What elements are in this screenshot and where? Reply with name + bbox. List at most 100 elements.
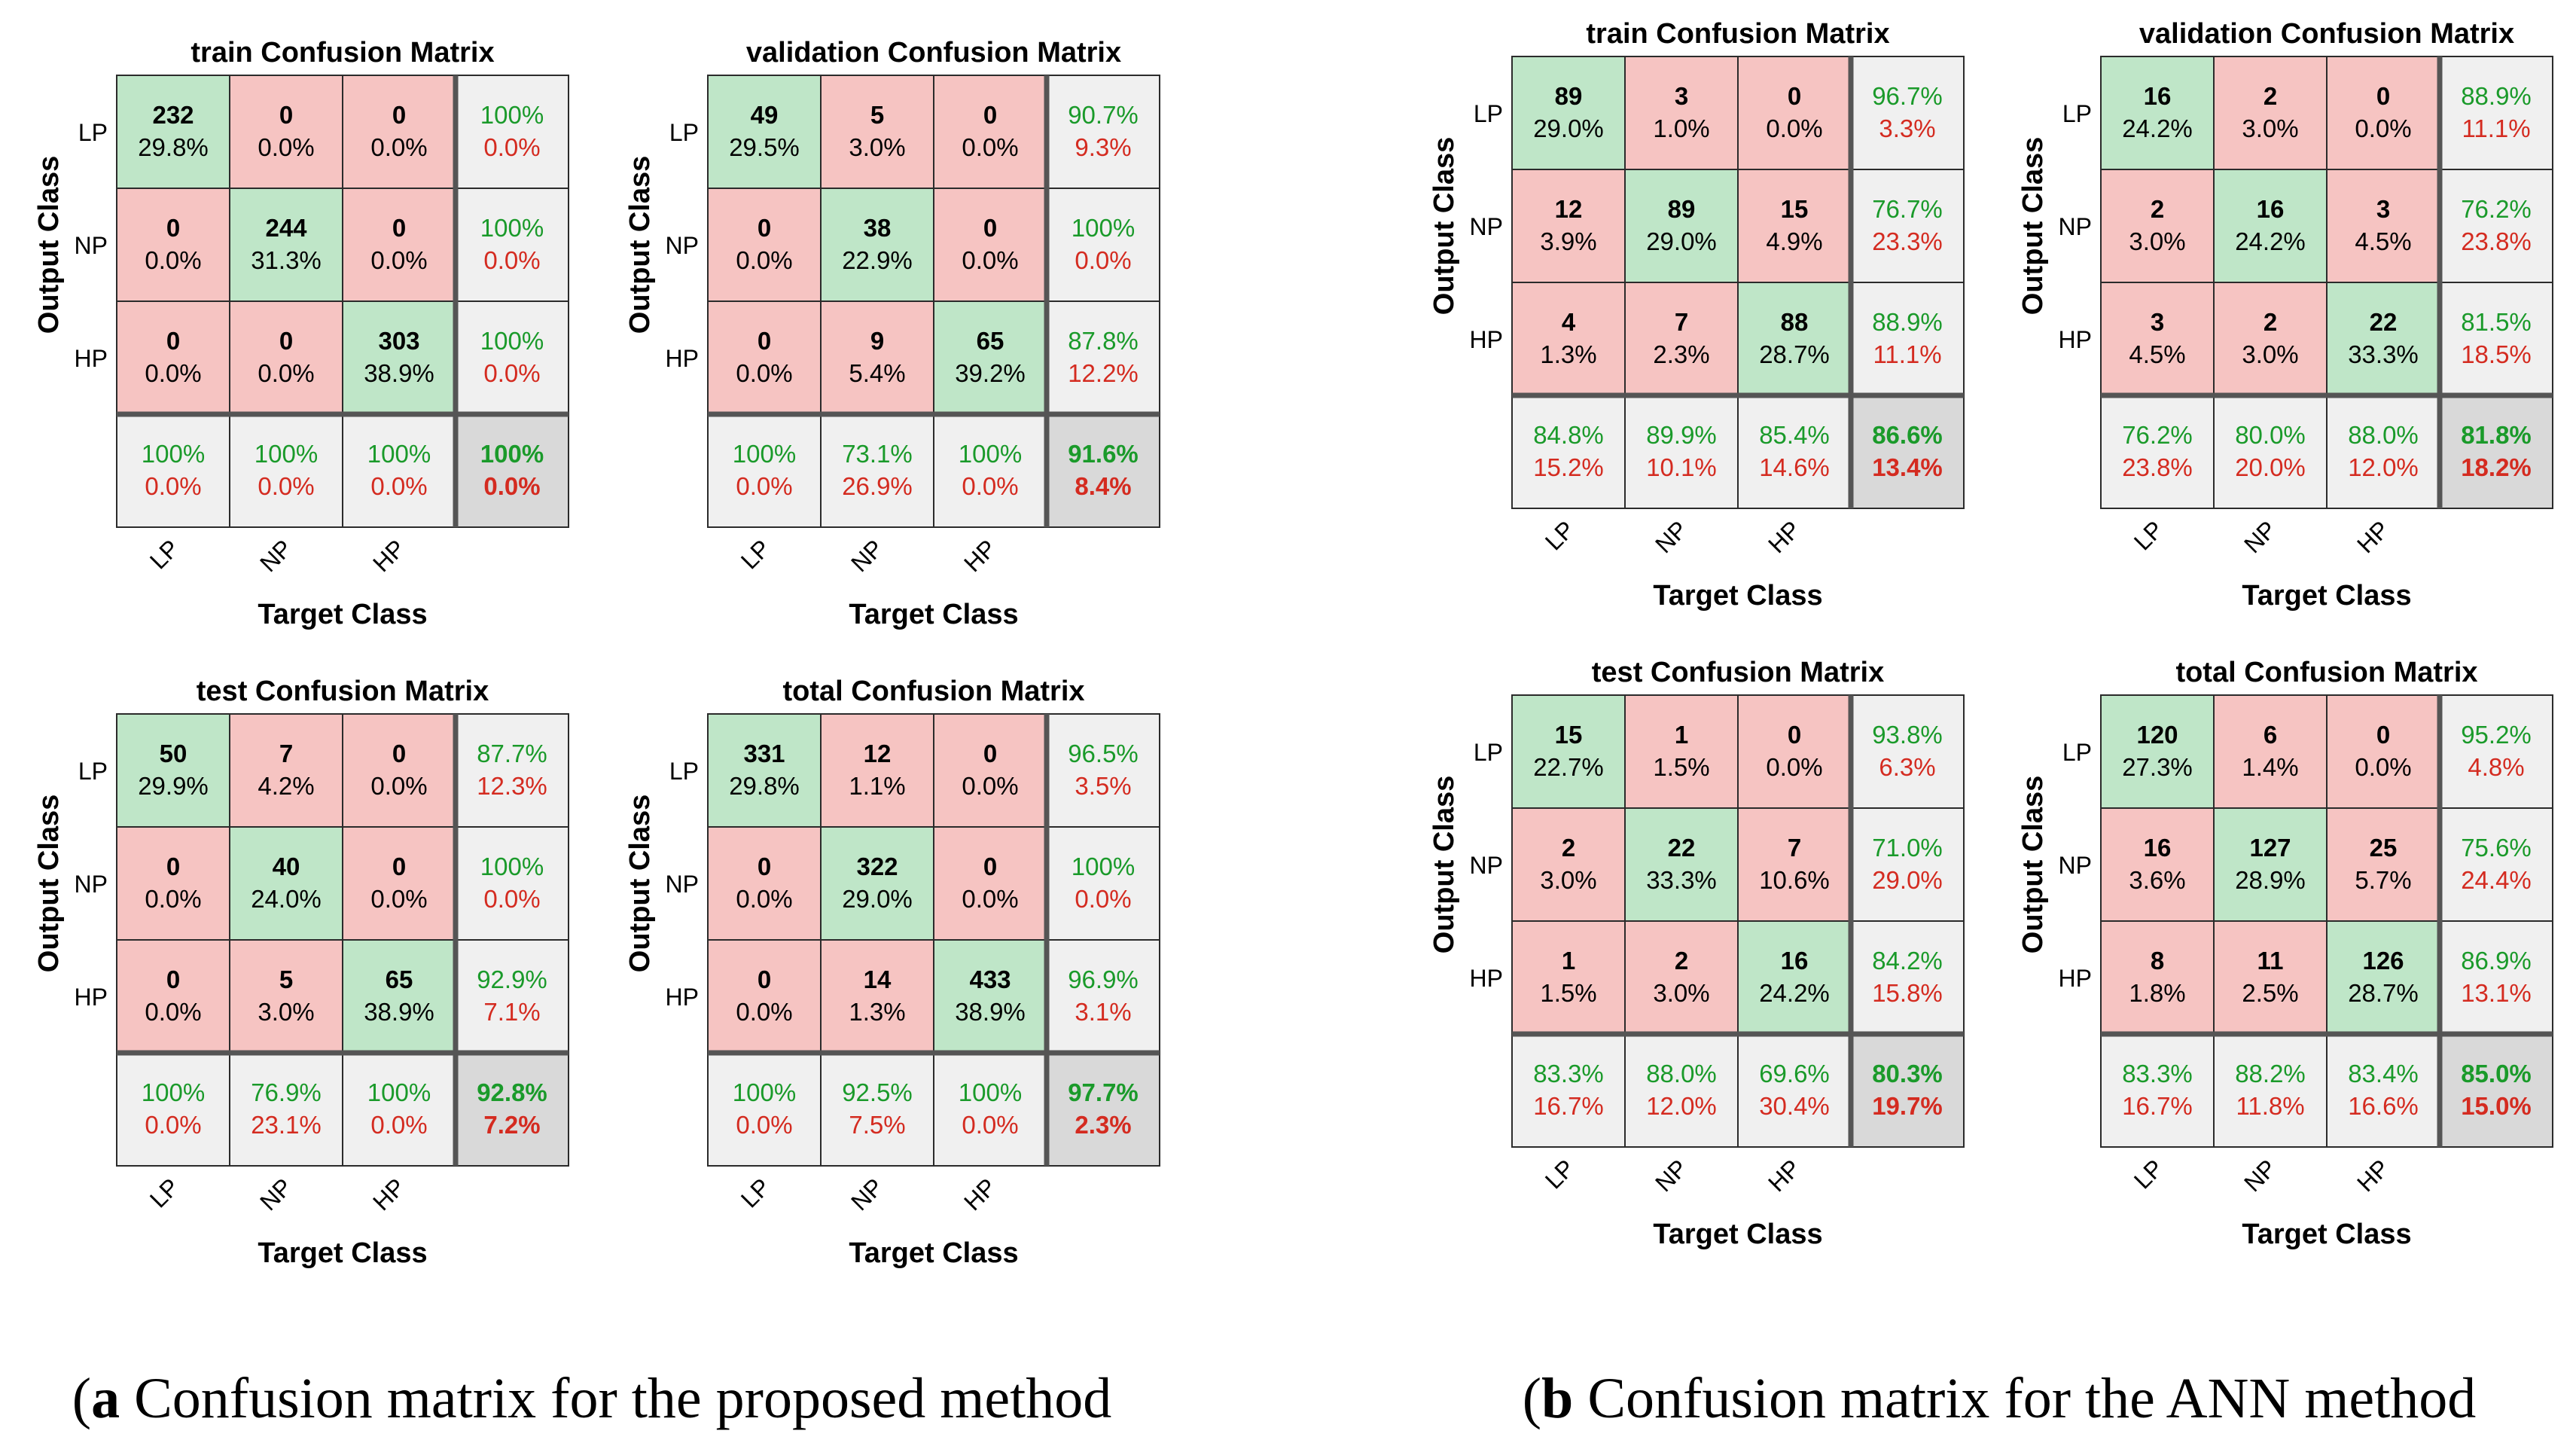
cell-count: 0 [1788,82,1801,110]
x-axis-label: Target Class [849,599,1018,630]
confusion-matrix-b-2: test Confusion Matrix 15 22.7% 1 1.5% 0 0.0% 93… [1428,657,1965,1250]
matrix-cell [1737,282,1852,396]
cell-percent: 0.0% [370,133,427,161]
error-value: 0.0% [370,1111,427,1139]
confusion-matrix-b-1: validation Confusion Matrix 16 24.2% 2 3.0% 0… [2017,18,2553,612]
cell-percent: 4.9% [1766,227,1822,255]
x-axis-label: Target Class [258,599,427,630]
matrix-title: train Confusion Matrix [1586,18,1889,50]
error-value: 13.1% [2461,979,2532,1007]
y-tick-label: LP [1474,739,1503,766]
summary-cell [2439,920,2553,1035]
cell-percent: 29.9% [138,772,209,800]
cell-percent: 0.0% [145,998,201,1026]
accuracy-value: 76.2% [2461,195,2532,223]
cell-count: 12 [1555,195,1583,223]
cell-count: 11 [2257,947,2284,975]
matrix-cell [1624,920,1739,1035]
summary-cell [116,1052,230,1167]
accuracy-value: 71.0% [1872,834,1943,862]
cell-count: 120 [2136,721,2178,749]
error-value: 24.4% [2461,866,2532,894]
summary-cell [2213,1033,2328,1148]
y-axis-label: Output Class [624,156,656,334]
cell-count: 15 [1781,195,1809,223]
matrix-cell [1511,920,1626,1035]
summary-cell [1850,282,1965,396]
matrix-cell [933,75,1047,189]
matrix-cell [707,188,822,302]
matrix-cell [2213,169,2328,283]
accuracy-value: 100% [480,101,544,129]
x-tick-label: LP [2129,1154,2169,1194]
cell-percent: 0.0% [962,772,1018,800]
error-value: 23.8% [2461,227,2532,255]
cell-count: 49 [751,101,779,129]
error-value: 0.0% [483,885,540,913]
cell-percent: 38.9% [955,998,1026,1026]
cell-count: 50 [160,740,187,767]
accuracy-value: 100% [733,1078,796,1106]
x-axis-label: Target Class [2242,1219,2411,1250]
cell-percent: 3.0% [1653,979,1709,1007]
error-value: 3.3% [1879,114,1935,142]
cell-percent: 5.7% [2355,866,2411,894]
summary-cell [1850,169,1965,283]
cell-count: 65 [386,965,413,993]
cell-percent: 1.1% [849,772,905,800]
matrix-cell [1737,694,1852,809]
y-tick-label: HP [2059,965,2092,992]
error-value: 12.3% [477,772,547,800]
cell-percent: 0.0% [258,133,314,161]
cell-count: 0 [279,101,293,129]
summary-cell [455,826,569,941]
cell-percent: 3.9% [1540,227,1596,255]
matrix-cell [116,300,230,415]
cell-percent: 4.5% [2129,340,2185,368]
matrix-cell [342,713,456,828]
error-value: 16.7% [1533,1092,1604,1120]
matrix-cell [1737,56,1852,170]
cell-count: 89 [1668,195,1696,223]
y-tick-label: HP [75,984,108,1011]
cell-count: 15 [1555,721,1583,749]
error-value: 0.0% [483,246,540,274]
y-tick-label: HP [75,345,108,372]
summary-cell [342,1052,456,1167]
accuracy-value: 100% [480,327,544,355]
cell-count: 0 [983,853,997,880]
matrix-cell [707,300,822,415]
accuracy-value: 88.9% [2461,82,2532,110]
x-tick-label: HP [1763,515,1806,558]
error-value: 11.8% [2236,1092,2304,1120]
accuracy-value: 89.9% [1646,421,1717,449]
cell-count: 0 [758,853,771,880]
matrix-cell [2326,694,2440,809]
matrix-cell [707,75,822,189]
y-axis-label: Output Class [1428,137,1460,315]
summary-cell [342,413,456,528]
cell-count: 0 [279,327,293,355]
y-tick-label: NP [666,871,699,898]
accuracy-value: 83.4% [2348,1060,2419,1087]
cell-percent: 24.0% [251,885,322,913]
summary-cell [455,300,569,415]
cell-percent: 33.3% [2348,340,2419,368]
cell-percent: 3.0% [2242,340,2298,368]
error-value: 0.0% [483,133,540,161]
error-value: 0.0% [1075,885,1131,913]
y-tick-label: LP [78,119,108,146]
caption-a-label: a [91,1367,120,1430]
error-value: 14.6% [1759,453,1830,481]
error-value: 11.1% [2462,114,2530,142]
matrix-cell [229,188,343,302]
matrix-cell [820,826,934,941]
overall-cell [455,413,569,528]
cell-count: 16 [2257,195,2285,223]
error-value: 0.0% [736,1111,792,1139]
cell-percent: 38.9% [364,359,434,387]
cell-percent: 0.0% [736,246,792,274]
cell-count: 3 [1675,82,1688,110]
error-value: 3.5% [1075,772,1131,800]
cell-count: 232 [152,101,194,129]
